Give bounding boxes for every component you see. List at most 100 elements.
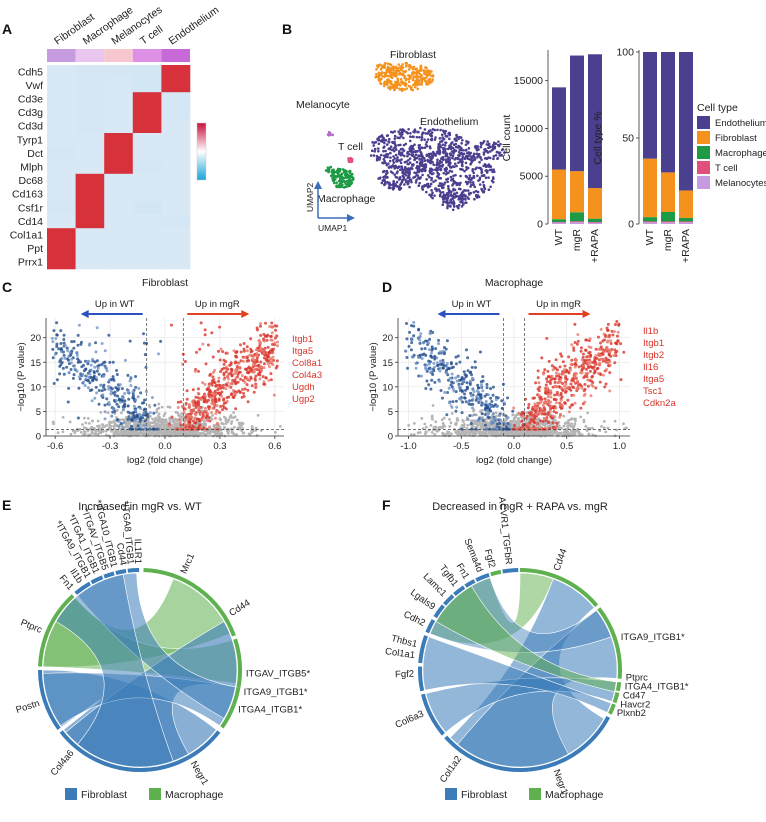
row-label: Cdh5 (18, 66, 43, 78)
volcano-point-up (206, 412, 210, 416)
volcano-point-up (234, 382, 238, 386)
volcano-point-down (474, 427, 478, 431)
volcano-point-down (474, 398, 478, 402)
umap-point (392, 69, 396, 72)
volcano-point-up (248, 378, 252, 382)
volcano-point-ns (506, 433, 510, 437)
umap-point (375, 154, 379, 158)
cluster-fibroblast (375, 62, 396, 78)
volcano-point-ns (537, 417, 541, 421)
heatmap-cell (47, 241, 76, 256)
volcano-point-down (108, 360, 112, 364)
volcano-point-down (472, 390, 476, 394)
volcano-point-down (122, 407, 126, 411)
row-label: Cd14 (18, 216, 43, 228)
volcano-point-up (176, 406, 180, 410)
umap-point (446, 184, 450, 188)
umap-point (451, 154, 455, 158)
heatmap-cell (75, 105, 105, 120)
umap-point (388, 85, 392, 89)
umap-point (405, 87, 409, 90)
volcano-point-up (219, 405, 223, 409)
volcano-point-up (583, 382, 587, 386)
volcano-point-down (75, 351, 79, 355)
umap-point (497, 144, 501, 148)
umap-point (391, 171, 394, 175)
umap-point (452, 205, 456, 208)
umap-point (415, 178, 418, 182)
umap-point (458, 148, 462, 152)
volcano-point-down (76, 343, 80, 347)
umap-point (437, 188, 441, 191)
legend-label: Endothelium (715, 118, 766, 129)
volcano-point-down (157, 427, 161, 431)
umap-point (432, 153, 435, 157)
volcano-point-up (275, 334, 279, 338)
volcano-point-ns (150, 432, 154, 435)
volcano-point-up (211, 355, 215, 359)
volcano-point-up (240, 395, 244, 399)
bar-segment-t-cell (661, 221, 675, 223)
volcano-point-down (109, 389, 113, 393)
umap-point (422, 185, 426, 188)
umap-point (385, 74, 388, 77)
volcano-point-ns (484, 420, 488, 424)
umap-point (345, 172, 349, 175)
volcano-point-down (430, 378, 434, 382)
umap-point (443, 144, 447, 147)
volcano-point-up (210, 401, 214, 405)
volcano-point-ns (203, 432, 207, 436)
umap-point (439, 176, 443, 180)
volcano-point-up (596, 335, 600, 339)
volcano-point-down (51, 347, 55, 351)
umap-point (451, 177, 455, 181)
umap-point (408, 76, 412, 80)
volcano-point-down (476, 418, 480, 422)
umap-point (421, 157, 424, 161)
volcano-title: Fibroblast (142, 277, 188, 289)
volcano-point-ns (162, 420, 166, 424)
volcano-point-ns (511, 413, 515, 417)
volcano-point-ns (174, 418, 178, 422)
umap-point (480, 187, 483, 191)
volcano-point-up (242, 347, 246, 351)
volcano-point-down (76, 416, 80, 420)
volcano-point-down (441, 366, 445, 370)
umap-point (414, 150, 417, 153)
umap-point (423, 146, 427, 150)
volcano-point-ns (557, 424, 561, 428)
heatmap-cell (75, 228, 105, 243)
column-color-bar (132, 49, 162, 62)
umap-point (388, 181, 391, 185)
volcano-point-ns (409, 433, 413, 436)
volcano-point-ns (412, 421, 416, 425)
umap-point (483, 187, 487, 191)
umap-point (407, 74, 411, 78)
bar-segment-melanocytes (552, 222, 566, 224)
volcano-point-up (193, 412, 197, 416)
umap-point (425, 154, 429, 158)
volcano-point-ns (79, 430, 83, 434)
volcano-point-up (561, 382, 565, 386)
volcano-point-up (246, 388, 250, 392)
umap-point (391, 71, 395, 75)
volcano-point-up (234, 355, 238, 359)
volcano-point-up (252, 390, 256, 394)
umap-point (469, 191, 473, 195)
heatmap-cell (75, 92, 105, 107)
umap-point (398, 177, 402, 181)
umap-point (404, 61, 408, 65)
volcano-point-ns (615, 428, 619, 432)
umap-point (404, 142, 408, 146)
umap-point (463, 169, 466, 173)
umap-point (429, 182, 433, 186)
volcano-point-down (486, 406, 490, 410)
umap-point (385, 169, 389, 173)
umap-point (404, 180, 408, 184)
heatmap-cell (47, 92, 76, 107)
volcano-point-up (266, 362, 270, 366)
umap-point (399, 183, 402, 186)
